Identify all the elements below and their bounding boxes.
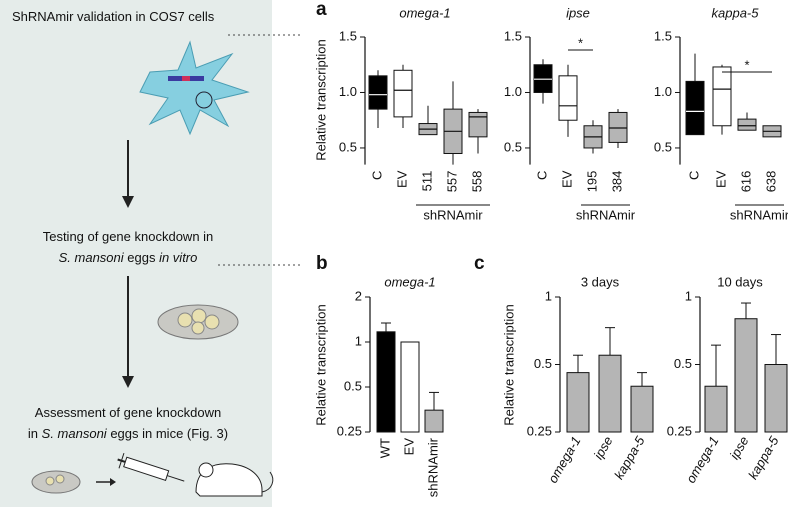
y-tick-label: 1.5	[504, 28, 522, 43]
y-axis-label: Relative transcription	[501, 304, 516, 425]
box	[737, 118, 757, 131]
x-tick-label: shRNAmir	[425, 437, 440, 497]
panel-label: c	[474, 253, 485, 274]
step-part: S. mansoni	[59, 250, 125, 265]
y-tick-label: 1.5	[654, 28, 672, 43]
x-tick-label: 638	[763, 171, 778, 193]
bar	[598, 354, 622, 433]
x-tick-label: EV	[713, 170, 728, 188]
x-tick-label: omega-1	[545, 434, 584, 486]
step-part: eggs in mice (Fig. 3)	[107, 426, 228, 441]
significance-label: *	[578, 35, 583, 50]
x-tick-label: EV	[394, 170, 409, 188]
y-tick-label: 2	[355, 288, 362, 303]
y-tick-label: 0.25	[337, 423, 362, 438]
box	[368, 75, 388, 110]
y-tick-label: 0.5	[344, 378, 362, 393]
y-axis-label: Relative transcription	[313, 39, 328, 160]
y-tick-label: 1.0	[504, 84, 522, 99]
chart-title: 3 days	[581, 274, 620, 289]
x-tick-label: EV	[401, 438, 416, 456]
x-tick-label: 557	[444, 171, 459, 193]
panel-label: b	[316, 253, 328, 274]
chart-title: kappa-5	[712, 5, 760, 20]
bar	[566, 372, 590, 433]
group-label: shRNAmir	[576, 207, 636, 222]
step-text: Assessment of gene knockdown	[35, 405, 221, 420]
chart-title: omega-1	[384, 274, 435, 289]
step-text: ShRNAmir validation in COS7 cells	[12, 9, 215, 24]
x-tick-label: omega-1	[683, 434, 722, 486]
x-tick-label: 511	[419, 171, 434, 192]
x-tick-label: 616	[738, 171, 753, 193]
y-tick-label: 0.5	[654, 139, 672, 154]
y-tick-label: 0.25	[667, 423, 692, 438]
arrow-head	[122, 196, 134, 208]
x-tick-label: C	[369, 171, 384, 180]
bar	[704, 385, 728, 433]
y-tick-label: 1.5	[339, 28, 357, 43]
x-tick-label: ipse	[591, 434, 616, 462]
bar	[424, 409, 444, 433]
x-tick-label: C	[686, 171, 701, 180]
y-tick-label: 0.5	[339, 139, 357, 154]
y-tick-label: 1	[545, 288, 552, 303]
injection-icon	[31, 452, 274, 497]
chart-title: omega-1	[399, 5, 450, 20]
box	[558, 75, 578, 121]
group-label: shRNAmir	[423, 207, 483, 222]
step-text: in S. mansoni eggs in mice (Fig. 3)	[28, 426, 228, 441]
bar	[734, 318, 758, 433]
bar	[400, 341, 420, 433]
step-part: in	[28, 426, 42, 441]
step-line: Assessment of gene knockdown	[35, 405, 221, 420]
y-tick-label: 0.25	[527, 423, 552, 438]
step-part: in vitro	[159, 250, 197, 265]
box	[468, 111, 488, 138]
y-tick-label: 1	[685, 288, 692, 303]
bar	[630, 385, 654, 433]
step-part: eggs	[124, 250, 159, 265]
x-tick-label: kappa-5	[745, 433, 782, 482]
y-tick-label: 1.0	[654, 84, 672, 99]
x-tick-label: kappa-5	[611, 433, 648, 482]
y-tick-label: 0.5	[534, 356, 552, 371]
box	[393, 69, 413, 118]
x-tick-label: ipse	[727, 434, 752, 462]
chart-title: 10 days	[717, 274, 763, 289]
egg-icon	[157, 304, 239, 340]
step-text: Testing of gene knockdown in	[43, 229, 214, 244]
cell-icon	[139, 40, 250, 136]
y-tick-label: 0.5	[504, 139, 522, 154]
y-axis-label: Relative transcription	[313, 304, 328, 425]
significance-label: *	[744, 57, 749, 72]
y-tick-label: 0.5	[674, 356, 692, 371]
group-label: shRNAmir	[730, 207, 788, 222]
step-line: ShRNAmir validation in COS7 cells	[12, 9, 215, 24]
bar	[764, 364, 788, 433]
chart-title: ipse	[566, 5, 590, 20]
step-line: Testing of gene knockdown in	[43, 229, 214, 244]
box	[712, 66, 732, 127]
step-part: S. mansoni	[42, 426, 108, 441]
y-tick-label: 1.0	[339, 84, 357, 99]
y-tick-label: 1	[355, 333, 362, 348]
x-tick-label: C	[534, 171, 549, 180]
x-tick-label: WT	[377, 438, 392, 458]
panel-label: a	[316, 0, 327, 20]
x-tick-label: 195	[584, 171, 599, 193]
box	[685, 80, 705, 136]
x-tick-label: EV	[559, 170, 574, 188]
x-tick-label: 558	[469, 171, 484, 193]
x-tick-label: 384	[609, 171, 624, 193]
bar	[376, 331, 396, 433]
arrow-head	[122, 376, 134, 388]
step-text: S. mansoni eggs in vitro	[59, 250, 198, 265]
